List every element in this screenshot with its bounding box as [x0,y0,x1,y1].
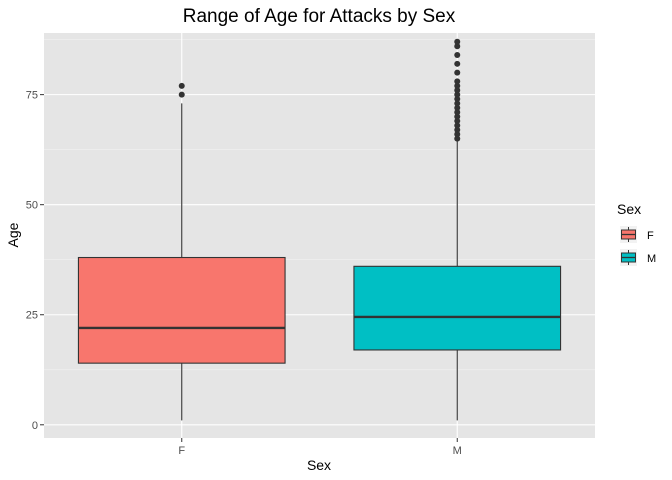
outlier-point [178,82,185,89]
outlier-point [454,87,461,94]
x-axis-title: Sex [307,457,331,473]
outlier-point [454,135,461,142]
outlier-point [454,52,461,59]
outlier-point [454,100,461,107]
legend-label-M: M [647,253,656,265]
outlier-point [454,118,461,125]
box-F [77,82,286,421]
outlier-point [454,104,461,111]
outlier-point [454,96,461,103]
y-tick-label: 0 [32,420,38,432]
y-tick-label: 75 [26,90,38,102]
y-axis-ticks: 0 25 50 75 [26,90,44,432]
legend-title: Sex [617,201,641,217]
boxes [77,38,562,421]
outlier-point [454,122,461,129]
outlier-point [454,69,461,76]
outlier-point [454,78,461,85]
outlier-point [454,43,461,50]
x-tick-label: F [178,445,185,457]
outlier-point [454,60,461,67]
outlier-point [454,113,461,120]
box-M [353,38,562,421]
legend-label-F: F [647,230,654,242]
outlier-point [454,91,461,98]
legend: Sex FM [617,201,656,266]
outlier-point [454,126,461,133]
legend-key-F [620,226,637,243]
outlier-point [178,91,185,98]
outlier-point [454,131,461,138]
box-rect [77,256,286,364]
y-axis-title: Age [5,222,21,247]
plot-panel [44,33,595,438]
box-rect [353,265,562,351]
outlier-point [454,109,461,116]
y-tick-label: 50 [26,200,38,212]
legend-key-M [620,249,637,266]
x-tick-label: M [453,445,462,457]
chart-title: Range of Age for Attacks by Sex [183,6,456,27]
outlier-point [454,38,461,45]
outlier-point [454,82,461,89]
y-tick-label: 25 [26,310,38,322]
